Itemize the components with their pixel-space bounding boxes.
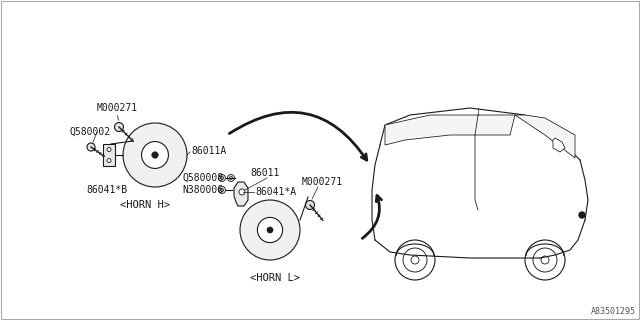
- Text: 86041*B: 86041*B: [86, 185, 127, 195]
- Text: A83501295: A83501295: [591, 307, 636, 316]
- FancyArrowPatch shape: [229, 112, 367, 160]
- Circle shape: [115, 123, 124, 132]
- Text: 86011: 86011: [250, 168, 280, 178]
- Text: Q580008: Q580008: [182, 173, 223, 183]
- Circle shape: [87, 143, 95, 151]
- Polygon shape: [515, 115, 575, 158]
- Text: 86041*A: 86041*A: [255, 187, 296, 197]
- Circle shape: [107, 158, 111, 163]
- Text: N380006: N380006: [182, 185, 223, 195]
- Circle shape: [218, 174, 225, 181]
- Circle shape: [239, 189, 245, 195]
- Text: <HORN H>: <HORN H>: [120, 200, 170, 210]
- Circle shape: [141, 141, 168, 168]
- Circle shape: [257, 217, 283, 243]
- Circle shape: [152, 152, 158, 158]
- Bar: [103, 144, 115, 166]
- Polygon shape: [385, 115, 515, 145]
- Circle shape: [305, 201, 314, 210]
- Polygon shape: [553, 138, 565, 152]
- Polygon shape: [234, 182, 248, 206]
- FancyArrowPatch shape: [362, 196, 381, 238]
- Circle shape: [579, 212, 585, 218]
- Circle shape: [240, 200, 300, 260]
- Text: 86011A: 86011A: [191, 146, 227, 156]
- Text: <HORN L>: <HORN L>: [250, 273, 300, 283]
- Text: M000271: M000271: [301, 177, 342, 187]
- Circle shape: [123, 123, 187, 187]
- Text: M000271: M000271: [97, 103, 138, 113]
- Circle shape: [107, 148, 111, 151]
- Circle shape: [227, 174, 234, 181]
- Circle shape: [218, 187, 225, 194]
- Text: Q580002: Q580002: [69, 127, 110, 137]
- Circle shape: [267, 227, 273, 233]
